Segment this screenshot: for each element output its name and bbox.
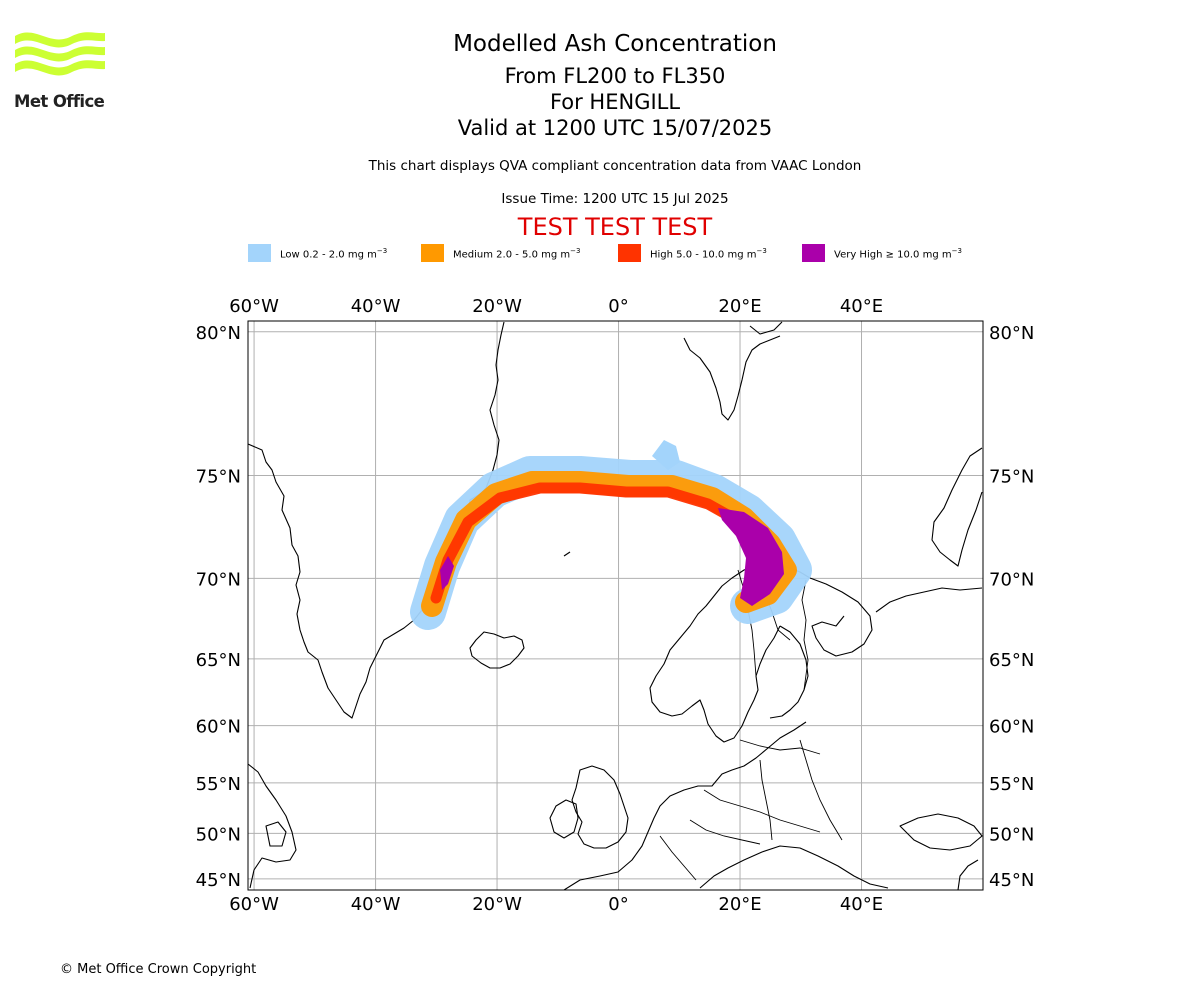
iceland-coast — [469, 631, 525, 669]
met-office-logo: Met Office — [14, 30, 110, 112]
legend-unit: mg m — [727, 249, 757, 261]
lat-tick-label-left: 70°N — [196, 569, 241, 590]
continental-coast — [563, 721, 807, 891]
black-sea-coast — [899, 813, 983, 851]
ukraine-borders — [799, 739, 843, 841]
legend-unit-exponent: −3 — [756, 247, 767, 255]
test-banner: TEST TEST TEST — [517, 213, 713, 241]
lon-tick-label-top: 0° — [608, 296, 628, 317]
coastlines — [247, 321, 983, 891]
logo-wordmark: Met Office — [14, 92, 105, 111]
logo-stripes-icon — [15, 32, 105, 76]
baltic-borders — [739, 739, 821, 755]
novaya-zemlya-coast — [931, 447, 983, 567]
lat-tick-label-right: 45°N — [989, 870, 1034, 891]
jan-mayen-coast — [563, 551, 571, 557]
legend-label: Low 0.2 - 2.0 — [280, 249, 345, 261]
lat-tick-label-right: 75°N — [989, 467, 1034, 488]
scandinavia-coast — [649, 563, 811, 743]
alpine-borders — [689, 819, 761, 845]
ash-plume — [410, 440, 812, 630]
ireland-coast — [549, 799, 579, 839]
lat-tick-label-left: 60°N — [196, 717, 241, 738]
lon-tick-label-bottom: 40°W — [351, 894, 401, 915]
lon-tick-label-bottom: 20°E — [718, 894, 761, 915]
svalbard-coast-2 — [749, 321, 783, 335]
med-coast — [699, 845, 889, 889]
lat-tick-label-left: 65°N — [196, 650, 241, 671]
ash-very-high-patch — [440, 556, 454, 590]
lon-tick-label-bottom: 40°E — [840, 894, 883, 915]
legend-swatch — [618, 244, 641, 262]
graticule — [248, 321, 983, 890]
lat-tick-label-left: 50°N — [196, 824, 241, 845]
lat-tick-label-right: 60°N — [989, 717, 1034, 738]
chart-title: Modelled Ash Concentration — [453, 31, 777, 57]
legend-unit: mg m — [922, 249, 952, 261]
axis-labels: 60°W 60°W 40°W 40°W 20°W 20°W 0° 0° 20°E 20°E 40°E… — [196, 296, 1035, 915]
compliance-note: This chart displays QVA compliant concen… — [368, 158, 862, 174]
lat-tick-label-left: 45°N — [196, 870, 241, 891]
legend-label: High 5.0 - 10.0 — [650, 249, 725, 261]
central-europe-borders — [703, 789, 821, 833]
ash-low-patch — [652, 440, 680, 470]
lat-tick-label-right: 65°N — [989, 650, 1034, 671]
kola-coast — [809, 577, 873, 657]
lat-tick-label-right: 70°N — [989, 569, 1034, 590]
lat-tick-label-right: 55°N — [989, 774, 1034, 795]
legend-swatch — [248, 244, 271, 262]
ash-band — [421, 471, 797, 617]
ash-very-high-core — [718, 508, 784, 606]
poland-borders — [759, 759, 773, 841]
lat-tick-label-right: 50°N — [989, 824, 1034, 845]
legend-label: Medium 2.0 - 5.0 — [453, 249, 538, 261]
legend-unit: mg m — [347, 249, 377, 261]
legend-label: Very High ≥ 10.0 — [834, 249, 920, 261]
issue-time: Issue Time: 1200 UTC 15 Jul 2025 — [501, 191, 729, 207]
lat-tick-label-right: 80°N — [989, 323, 1034, 344]
lon-tick-label-top: 40°W — [351, 296, 401, 317]
lon-tick-label-top: 20°E — [718, 296, 761, 317]
lon-tick-label-top: 20°W — [472, 296, 522, 317]
lon-tick-label-top: 60°W — [229, 296, 279, 317]
lat-tick-label-left: 55°N — [196, 774, 241, 795]
legend-swatch — [802, 244, 825, 262]
legend-swatch — [421, 244, 444, 262]
svalbard-coast — [683, 335, 781, 421]
caspian-coast — [957, 859, 979, 891]
lon-tick-label-bottom: 60°W — [229, 894, 279, 915]
lon-tick-label-top: 40°E — [840, 296, 883, 317]
volcano-name: For HENGILL — [549, 90, 681, 114]
finland-coast — [769, 625, 809, 719]
flight-level-range: From FL200 to FL350 — [504, 64, 726, 88]
legend-unit-exponent: −3 — [376, 247, 388, 255]
newfoundland-coast — [265, 821, 287, 847]
lat-tick-label-left: 80°N — [196, 323, 241, 344]
greenland-coast — [247, 321, 505, 719]
legend-unit-exponent: −3 — [570, 247, 581, 255]
north-america-coast — [247, 763, 297, 889]
valid-time: Valid at 1200 UTC 15/07/2025 — [457, 116, 773, 140]
legend-unit-exponent: −3 — [951, 247, 962, 255]
copyright-notice: © Met Office Crown Copyright — [60, 962, 257, 977]
map-frame — [247, 320, 984, 891]
france-borders — [659, 835, 697, 881]
finland-russia-border — [801, 579, 809, 691]
white-sea-coast — [875, 587, 983, 613]
britain-coast — [571, 765, 629, 849]
lon-tick-label-bottom: 20°W — [472, 894, 522, 915]
lat-tick-label-left: 75°N — [196, 467, 241, 488]
lon-tick-label-bottom: 0° — [608, 894, 628, 915]
legend-unit: mg m — [541, 249, 571, 261]
